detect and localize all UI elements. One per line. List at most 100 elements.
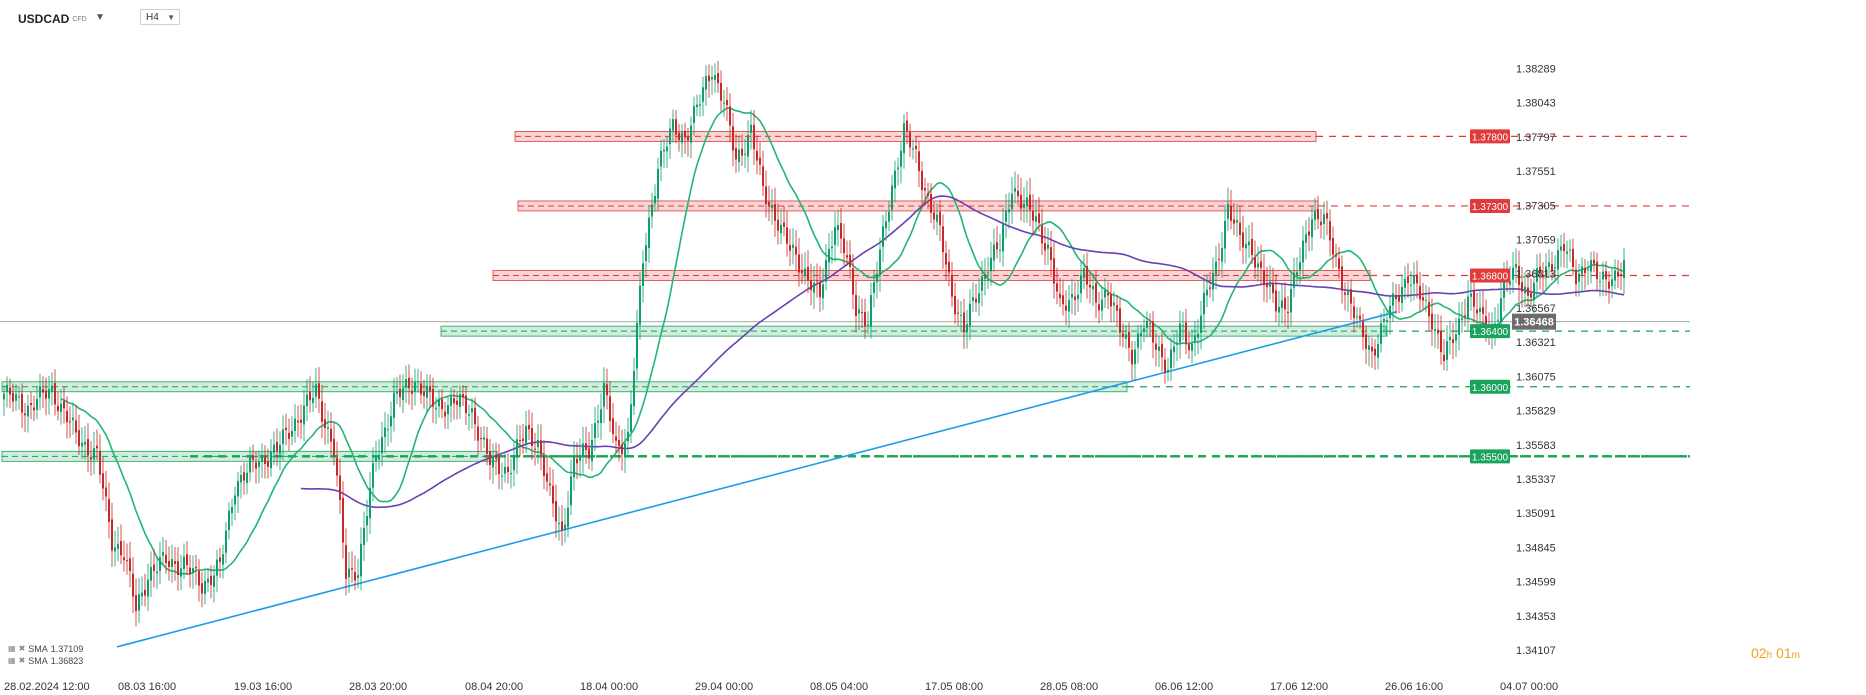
candle (1446, 325, 1448, 371)
candle-body (675, 119, 677, 135)
candle (585, 426, 587, 465)
candle-body (627, 431, 629, 442)
candle-body (597, 420, 599, 423)
candle-body (1029, 194, 1031, 210)
candle (1263, 253, 1265, 302)
candle-body (228, 510, 230, 531)
candle (1179, 310, 1181, 359)
candle-body (69, 421, 71, 423)
candle (1092, 272, 1094, 306)
candle-body (837, 225, 839, 230)
candle-body (1302, 240, 1304, 263)
candle-body (1347, 291, 1349, 295)
candle (831, 230, 833, 264)
candle-body (1593, 259, 1595, 264)
candle-body (414, 381, 416, 392)
candle-body (1137, 333, 1139, 348)
candle-body (1545, 266, 1547, 276)
close-icon[interactable]: ✖ (18, 644, 26, 653)
candle (120, 524, 122, 565)
candle-body (771, 205, 773, 209)
candle-body (459, 394, 461, 407)
candle (309, 376, 311, 413)
candle (1458, 302, 1460, 351)
price-tick-label: 1.38289 (1516, 63, 1556, 75)
candle-body (852, 268, 854, 295)
candle (624, 429, 626, 474)
candle-body (471, 408, 473, 413)
chevron-down-icon[interactable]: ▼ (95, 12, 105, 23)
candle (1317, 195, 1319, 230)
candle (1107, 281, 1109, 310)
candle (822, 268, 824, 310)
candle (1554, 255, 1556, 282)
candle-body (417, 381, 419, 383)
candle (171, 544, 173, 583)
candle (246, 462, 248, 495)
candle-body (186, 554, 188, 566)
candle-body (1125, 334, 1127, 339)
candle (1260, 244, 1262, 284)
candle (306, 378, 308, 422)
legend-item-sma-slow[interactable]: ▦ ✖ SMA 1.36823 (8, 655, 83, 667)
symbol-selector[interactable]: USDCAD CFD (18, 12, 87, 26)
candle-body (1449, 336, 1451, 341)
candle-body (33, 407, 35, 411)
candle (1605, 260, 1607, 296)
candle-body (606, 384, 608, 396)
candle-body (1479, 307, 1481, 312)
candle (720, 70, 722, 112)
candle-body (642, 263, 644, 287)
candle-body (1401, 286, 1403, 304)
candle-body (288, 432, 290, 439)
candle-body (3, 393, 5, 400)
candle-body (672, 119, 674, 131)
candle (921, 161, 923, 207)
candle (1395, 283, 1397, 314)
countdown-hours-unit: h (1766, 650, 1773, 661)
candle-body (1290, 289, 1292, 313)
legend-item-sma-fast[interactable]: ▦ ✖ SMA 1.37109 (8, 643, 83, 655)
candle-body (543, 456, 545, 477)
candle (1410, 271, 1412, 303)
candle-body (1575, 269, 1577, 285)
candle-body (1293, 272, 1295, 288)
candle (603, 367, 605, 423)
candle (600, 393, 602, 440)
timeframe-select[interactable]: H4 ▼ (140, 9, 180, 25)
candle (321, 384, 323, 439)
candle (411, 377, 413, 410)
candle-body (873, 281, 875, 293)
candle-body (36, 399, 38, 410)
candle-body (366, 515, 368, 526)
candle-body (1341, 266, 1343, 291)
candle (357, 558, 359, 589)
candle-body (912, 148, 914, 150)
candle-body (111, 519, 113, 551)
candle (1293, 257, 1295, 298)
candle-body (945, 253, 947, 265)
candle (576, 442, 578, 480)
candle-body (1074, 296, 1076, 300)
candle (801, 253, 803, 285)
candle-body (423, 391, 425, 396)
candle (12, 383, 14, 412)
candle-body (1389, 305, 1391, 319)
candle (945, 240, 947, 281)
candle-body (1101, 299, 1103, 311)
candle-body (585, 443, 587, 451)
candle-body (396, 391, 398, 394)
candle-body (1140, 333, 1142, 337)
candle (462, 384, 464, 407)
candle (138, 577, 140, 624)
candle (1467, 280, 1469, 330)
candle (657, 157, 659, 211)
candle-body (1227, 203, 1229, 219)
candle-body (474, 407, 476, 425)
candle (540, 424, 542, 471)
candle-body (600, 409, 602, 423)
candle (1095, 270, 1097, 319)
close-icon[interactable]: ✖ (18, 656, 26, 665)
candle (729, 93, 731, 143)
